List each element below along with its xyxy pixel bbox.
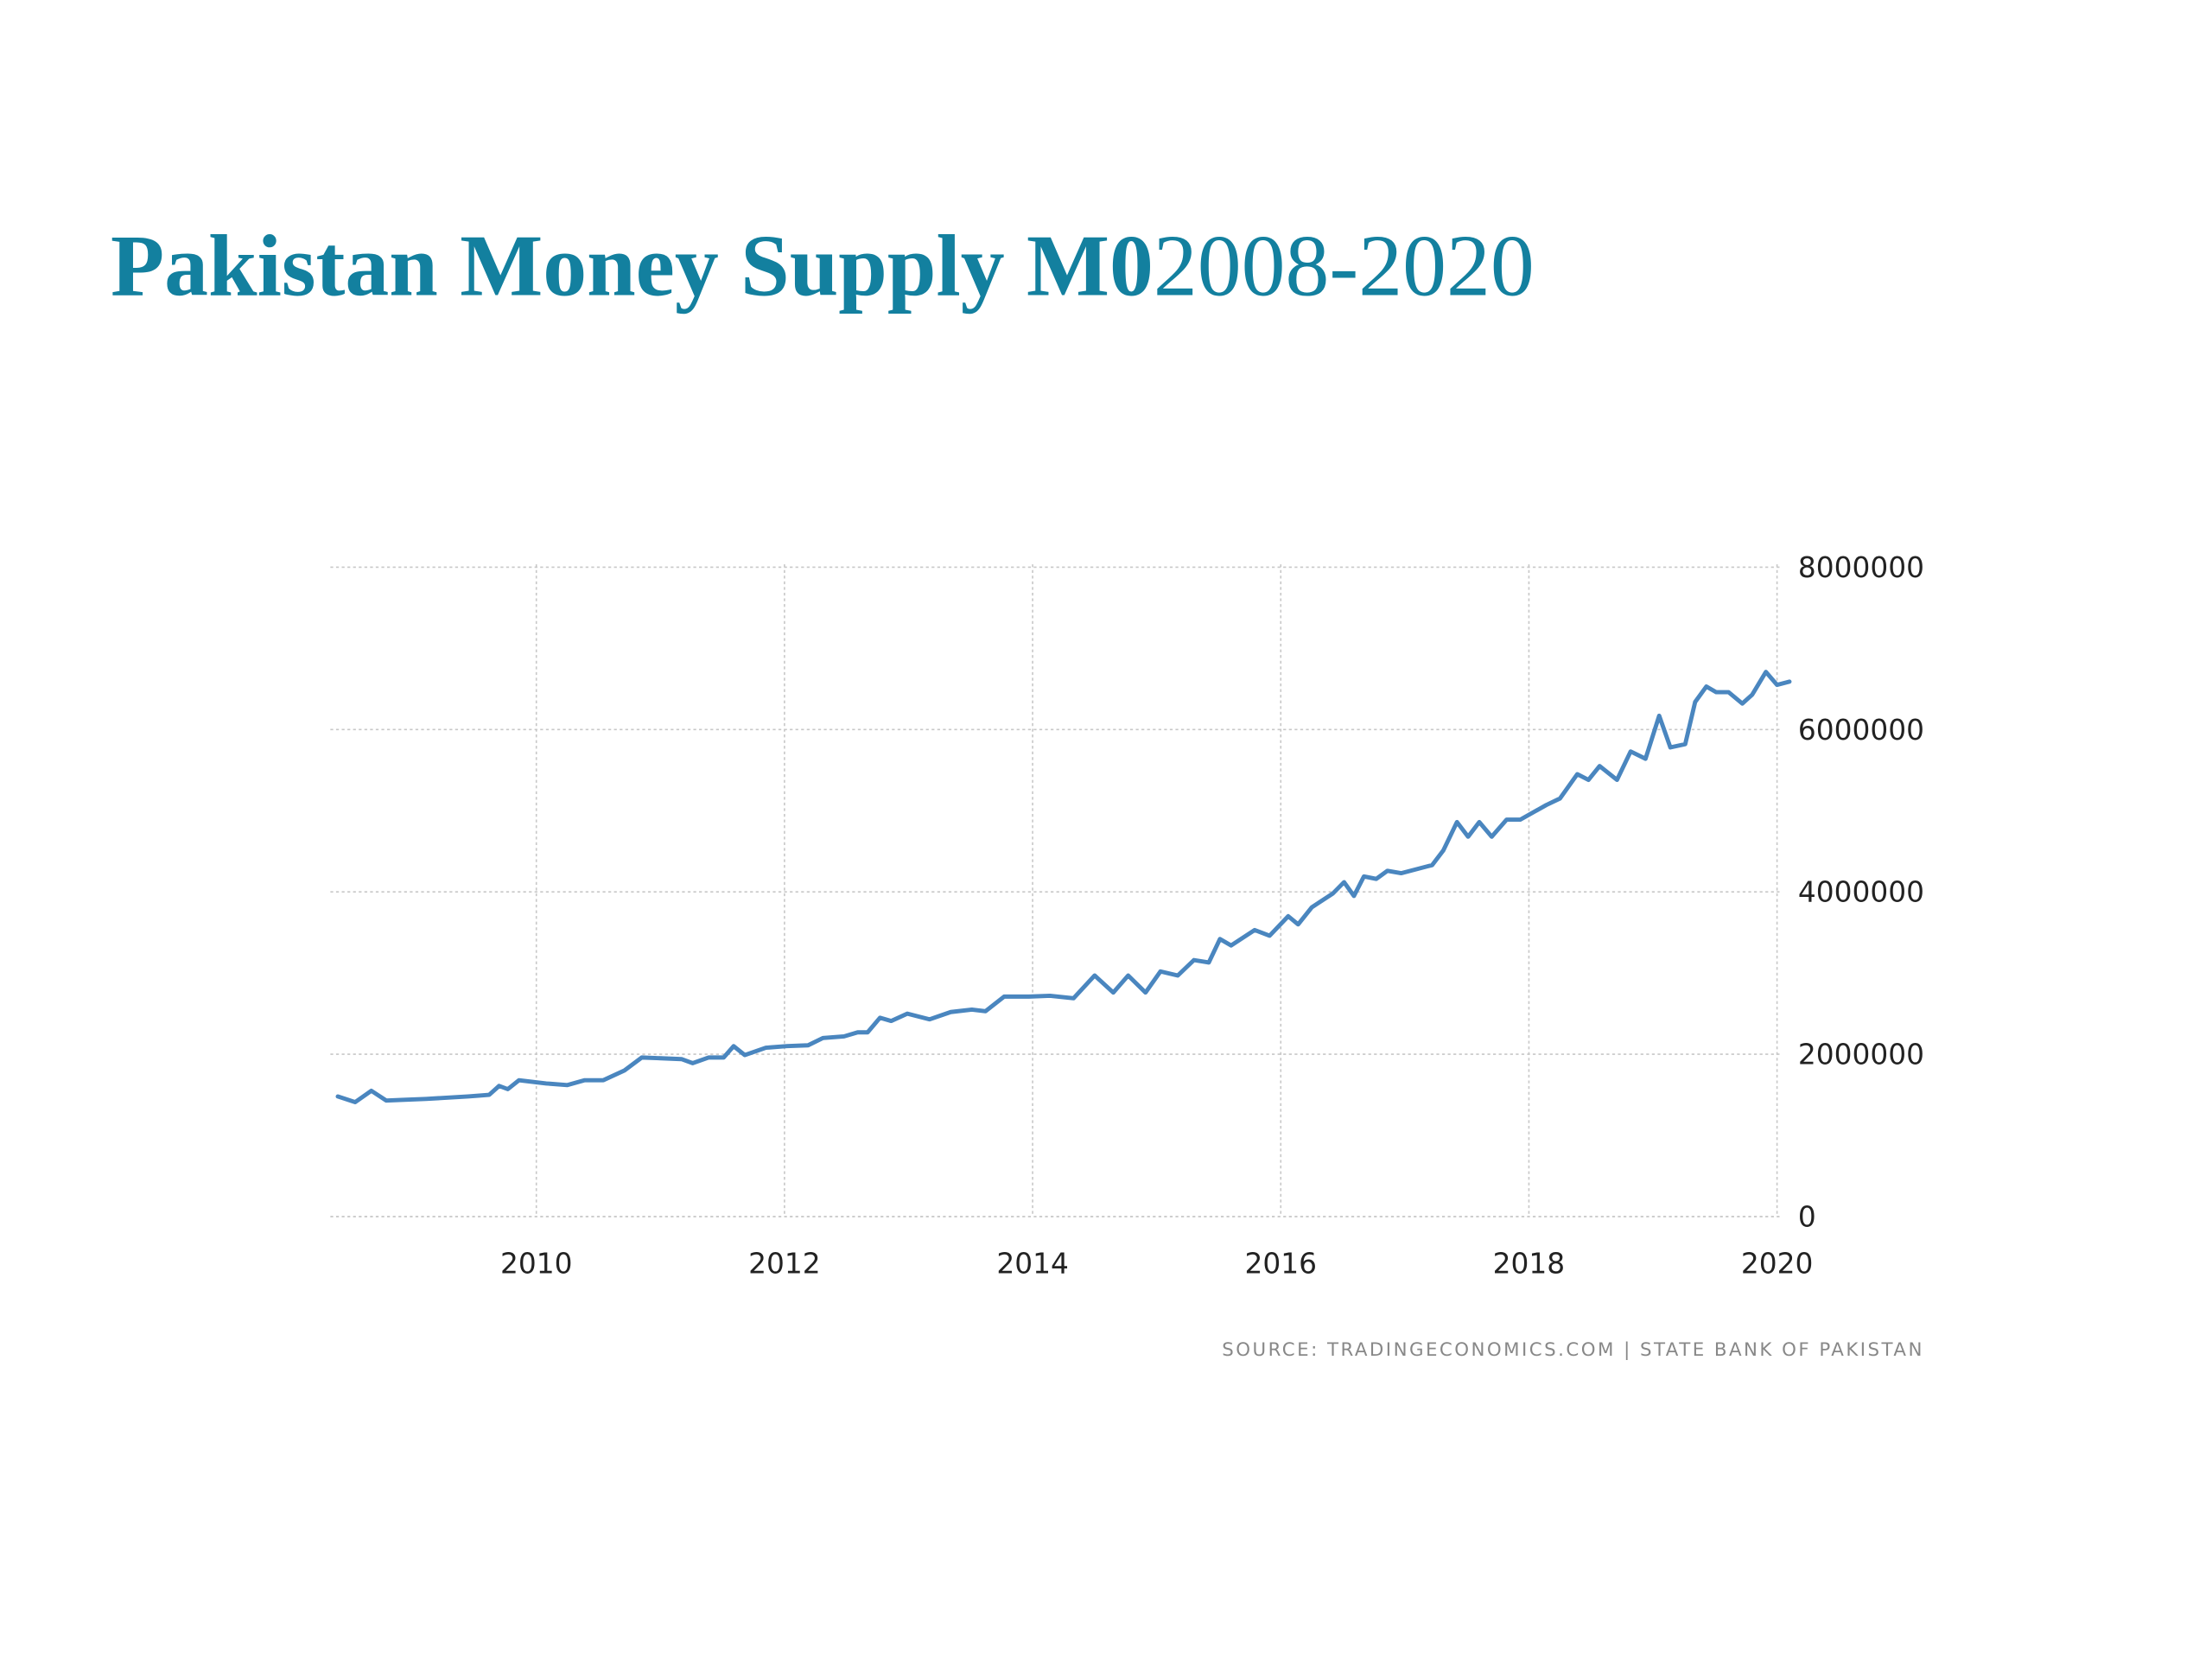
y-tick-label: 2000000 <box>1798 1039 1924 1071</box>
x-tick-label: 2014 <box>996 1248 1069 1281</box>
x-tick-label: 2012 <box>748 1248 821 1281</box>
slide-title: Pakistan Money Supply M02008-2020 <box>111 217 1535 315</box>
x-tick-label: 2018 <box>1493 1248 1566 1281</box>
title-main: Pakistan Money Supply M0 <box>111 217 1154 315</box>
y-tick-label: 8000000 <box>1798 551 1924 584</box>
data-line <box>335 670 1792 1104</box>
x-tick-label: 2010 <box>500 1248 573 1281</box>
y-tick-label: 0 <box>1798 1200 1816 1233</box>
x-tick-label: 2020 <box>1741 1248 1814 1281</box>
y-tick-label: 4000000 <box>1798 876 1924 909</box>
x-tick-label: 2016 <box>1244 1248 1317 1281</box>
y-tick-label: 6000000 <box>1798 714 1924 747</box>
title-years: 2008-2020 <box>1154 217 1535 315</box>
source-note: SOURCE: TRADINGECONOMICS.COM | STATE BAN… <box>1222 1339 1924 1361</box>
